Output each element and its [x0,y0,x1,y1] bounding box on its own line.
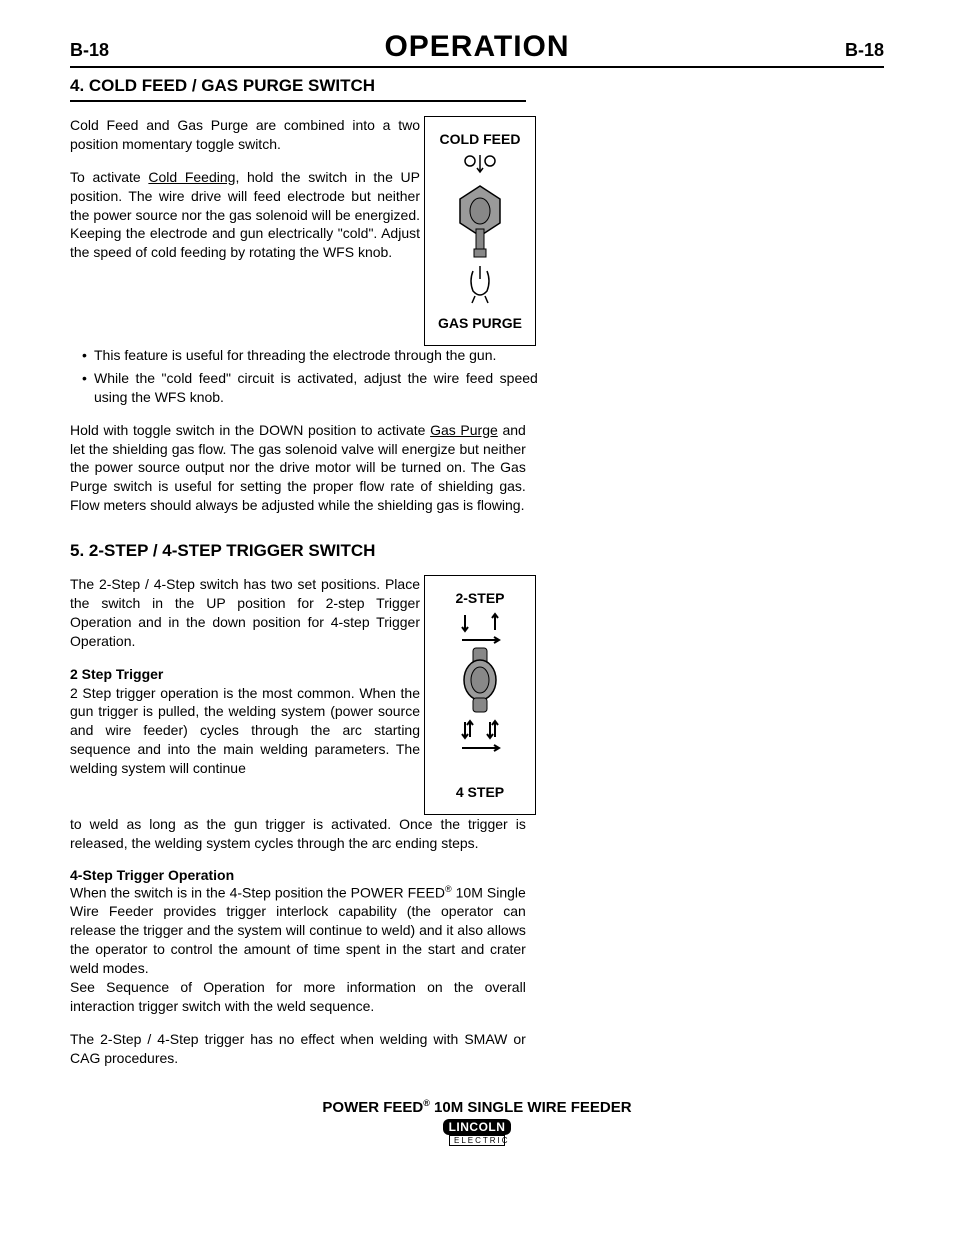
section5-p3: When the switch is in the 4-Step positio… [70,883,526,978]
section5-p5: The 2-Step / 4-Step trigger has no effec… [70,1030,526,1068]
page-number-left: B-18 [70,40,109,61]
page-header: B-18 OPERATION B-18 [70,30,884,68]
four-step-label: 4 STEP [456,784,504,800]
gas-purge-label: GAS PURGE [438,315,522,331]
section5-sub1: 2 Step Trigger [70,665,420,684]
section4-text-col: Cold Feed and Gas Purge are combined int… [70,116,420,346]
section5-text-col: The 2-Step / 4-Step switch has two set p… [70,575,420,815]
section5-p4: See Sequence of Operation for more infor… [70,978,526,1016]
section4-p1: Cold Feed and Gas Purge are combined int… [70,116,420,154]
section4-p2: To activate Cold Feeding, hold the switc… [70,168,420,262]
cold-feed-figure: COLD FEED GAS PURGE [424,116,536,346]
footer-product-line: POWER FEED® 10M SINGLE WIRE FEEDER [70,1098,884,1116]
section4-heading: 4. COLD FEED / GAS PURGE SWITCH [70,76,526,102]
page-title: OPERATION [384,30,569,64]
section5-heading: 5. 2-STEP / 4-STEP TRIGGER SWITCH [70,541,526,561]
logo-top-text: LINCOLN [443,1119,512,1135]
bullet-item: While the "cold feed" circuit is activat… [82,369,538,407]
step-switch-icon [440,610,520,780]
cold-feed-label: COLD FEED [440,131,521,147]
section5-block: The 2-Step / 4-Step switch has two set p… [70,575,884,815]
section4-block: Cold Feed and Gas Purge are combined int… [70,116,884,346]
page-number-right: B-18 [845,40,884,61]
lincoln-logo: LINCOLN ELECTRIC [443,1118,512,1146]
step-figure: 2-STEP 4 STEP [424,575,536,815]
section4-p3: Hold with toggle switch in the DOWN posi… [70,421,526,515]
section4-bullets: This feature is useful for threading the… [82,346,538,407]
section5-p2b: to weld as long as the gun trigger is ac… [70,815,526,853]
two-step-label: 2-STEP [455,590,504,606]
logo-bottom-text: ELECTRIC [449,1135,505,1146]
bullet-item: This feature is useful for threading the… [82,346,538,365]
section5-sub2: 4-Step Trigger Operation [70,867,526,883]
page-footer: POWER FEED® 10M SINGLE WIRE FEEDER LINCO… [70,1098,884,1146]
section5-p2a: 2 Step trigger operation is the most com… [70,684,420,778]
cold-feed-switch-icon [445,151,515,311]
section5-p1: The 2-Step / 4-Step switch has two set p… [70,575,420,651]
